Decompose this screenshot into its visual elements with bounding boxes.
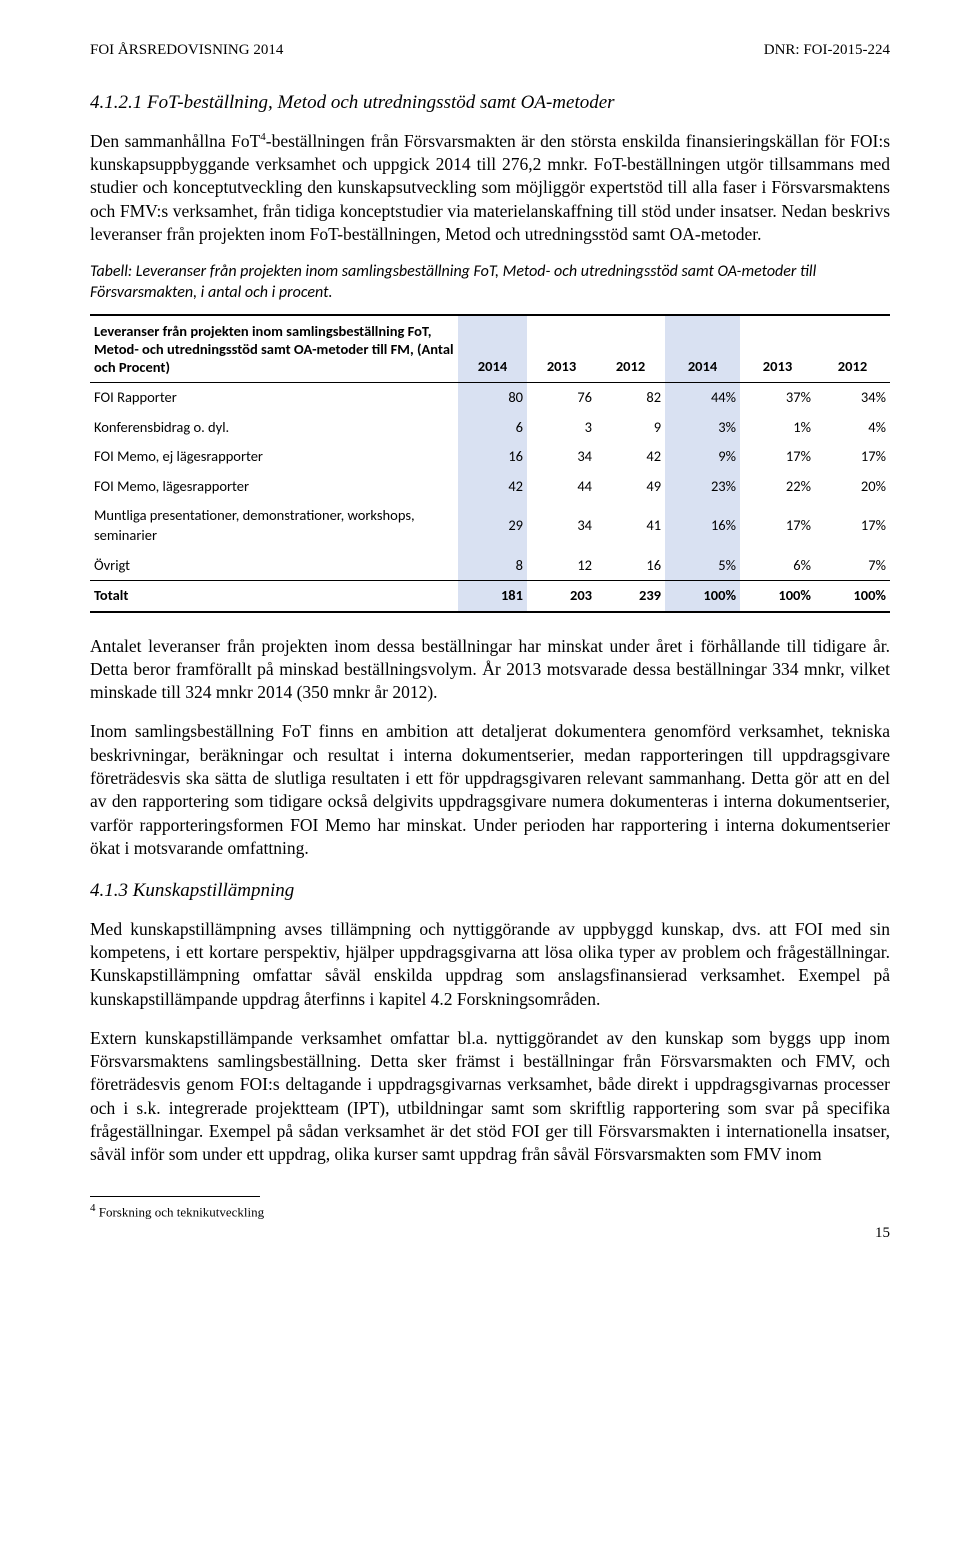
col-year-2014-b: 2014 [665, 315, 740, 383]
row-value: 17% [740, 442, 815, 472]
row-value: 82 [596, 383, 665, 413]
row-value: 12 [527, 551, 596, 581]
row-value: 34% [815, 383, 890, 413]
total-label: Totalt [90, 581, 458, 612]
section2-paragraph-1: Med kunskapstillämpning avses tillämpnin… [90, 918, 890, 1011]
row-label: Muntliga presentationer, demonstrationer… [90, 501, 458, 550]
row-value: 44 [527, 472, 596, 502]
total-value: 100% [740, 581, 815, 612]
body-paragraph-1: Antalet leveranser från projekten inom d… [90, 635, 890, 705]
row-value: 17% [815, 501, 890, 550]
row-value: 3% [665, 413, 740, 443]
row-value: 16 [458, 442, 527, 472]
row-value: 34 [527, 501, 596, 550]
row-value: 3 [527, 413, 596, 443]
table-row: FOI Memo, lägesrapporter42444923%22%20% [90, 472, 890, 502]
section-heading-4-1-3: 4.1.3 Kunskapstillämpning [90, 878, 890, 904]
row-value: 76 [527, 383, 596, 413]
header-left: FOI ÅRSREDOVISNING 2014 [90, 40, 283, 60]
row-value: 17% [740, 501, 815, 550]
row-value: 6 [458, 413, 527, 443]
table-row: Konferensbidrag o. dyl.6393%1%4% [90, 413, 890, 443]
row-value: 44% [665, 383, 740, 413]
row-value: 1% [740, 413, 815, 443]
row-value: 7% [815, 551, 890, 581]
row-label: Konferensbidrag o. dyl. [90, 413, 458, 443]
row-value: 29 [458, 501, 527, 550]
total-value: 203 [527, 581, 596, 612]
row-value: 41 [596, 501, 665, 550]
col-year-2012-a: 2012 [596, 315, 665, 383]
row-value: 6% [740, 551, 815, 581]
row-label: FOI Memo, lägesrapporter [90, 472, 458, 502]
section2-paragraph-2: Extern kunskapstillämpande verksamhet om… [90, 1027, 890, 1167]
row-value: 80 [458, 383, 527, 413]
row-value: 34 [527, 442, 596, 472]
footnote-4: 4 Forskning och teknikutveckling [90, 1201, 890, 1221]
table-total-row: Totalt181203239100%100%100% [90, 581, 890, 612]
total-value: 100% [815, 581, 890, 612]
table-row: Övrigt812165%6%7% [90, 551, 890, 581]
row-label: FOI Memo, ej lägesrapporter [90, 442, 458, 472]
table-row: FOI Memo, ej lägesrapporter1634429%17%17… [90, 442, 890, 472]
col-year-2013-b: 2013 [740, 315, 815, 383]
row-value: 37% [740, 383, 815, 413]
footnote-rule [90, 1196, 260, 1197]
page-header: FOI ÅRSREDOVISNING 2014 DNR: FOI-2015-22… [90, 40, 890, 60]
row-value: 49 [596, 472, 665, 502]
total-value: 100% [665, 581, 740, 612]
col-year-2014-a: 2014 [458, 315, 527, 383]
table-row: FOI Rapporter80768244%37%34% [90, 383, 890, 413]
row-value: 9% [665, 442, 740, 472]
row-value: 9 [596, 413, 665, 443]
row-value: 42 [596, 442, 665, 472]
row-value: 16% [665, 501, 740, 550]
body-paragraph-2: Inom samlingsbeställning FoT finns en am… [90, 720, 890, 860]
row-value: 16 [596, 551, 665, 581]
page-number: 15 [90, 1223, 890, 1243]
row-value: 4% [815, 413, 890, 443]
row-value: 17% [815, 442, 890, 472]
total-value: 239 [596, 581, 665, 612]
row-value: 23% [665, 472, 740, 502]
row-value: 5% [665, 551, 740, 581]
section1-paragraph-1: Den sammanhållna FoT4-beställningen från… [90, 130, 890, 246]
row-value: 8 [458, 551, 527, 581]
row-value: 20% [815, 472, 890, 502]
row-label: FOI Rapporter [90, 383, 458, 413]
deliveries-table: Leveranser från projekten inom samlingsb… [90, 314, 890, 613]
header-right: DNR: FOI-2015-224 [764, 40, 890, 60]
row-value: 22% [740, 472, 815, 502]
table-caption: Tabell: Leveranser från projekten inom s… [90, 262, 890, 304]
row-value: 42 [458, 472, 527, 502]
table-row: Muntliga presentationer, demonstrationer… [90, 501, 890, 550]
section-heading-4-1-2-1: 4.1.2.1 FoT-beställning, Metod och utred… [90, 90, 890, 116]
row-label: Övrigt [90, 551, 458, 581]
table-desc-head: Leveranser från projekten inom samlingsb… [90, 315, 458, 383]
col-year-2012-b: 2012 [815, 315, 890, 383]
total-value: 181 [458, 581, 527, 612]
col-year-2013-a: 2013 [527, 315, 596, 383]
